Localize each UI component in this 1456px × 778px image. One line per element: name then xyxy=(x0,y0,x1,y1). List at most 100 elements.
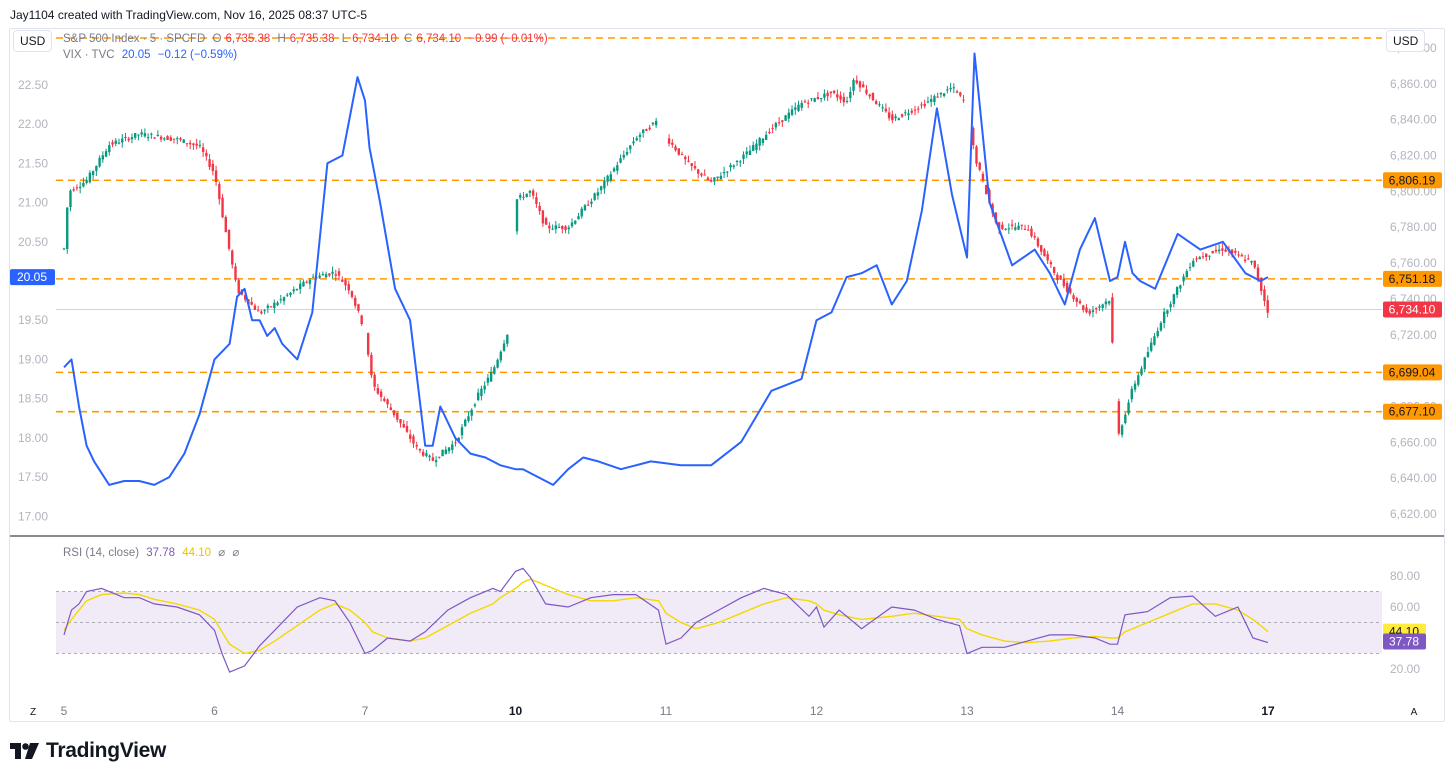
vix-y-tick: 18.50 xyxy=(18,392,48,406)
spx-candle xyxy=(551,228,554,230)
spx-candle xyxy=(188,142,192,145)
spx-candle xyxy=(95,165,98,171)
spx-candle xyxy=(774,122,778,128)
level-label-bg-6806 xyxy=(1383,172,1442,189)
spx-candle xyxy=(1224,249,1227,252)
spx-candle xyxy=(218,184,221,200)
spx-candle xyxy=(269,306,273,308)
spx-candle xyxy=(392,410,396,416)
spx-candle xyxy=(286,294,289,296)
spx-candle xyxy=(1230,249,1234,254)
rsi-legend[interactable]: RSI (14, close) 37.78 44.10 ⌀ ⌀ xyxy=(63,545,243,559)
spx-candle xyxy=(1201,256,1205,258)
spx-candle xyxy=(72,189,75,191)
spx-candle xyxy=(684,156,687,160)
spx-candle xyxy=(473,404,477,407)
spx-candle xyxy=(858,81,862,88)
spx-candle xyxy=(784,115,787,121)
spx-candle xyxy=(577,216,580,220)
vix-legend-name: VIX · TVC xyxy=(63,49,115,61)
spx-y-tick: 6,640.00 xyxy=(1390,471,1437,485)
vix-y-tick: 17.50 xyxy=(18,470,48,484)
spx-candle xyxy=(803,101,807,103)
spx-candle xyxy=(593,193,596,200)
spx-candle xyxy=(415,444,418,447)
spx-candle xyxy=(891,114,894,121)
spx-candle xyxy=(1101,304,1104,308)
rsi-y-tick: 60.00 xyxy=(1390,600,1420,614)
spx-candle xyxy=(745,151,748,155)
spx-candle xyxy=(140,132,143,135)
spx-candle xyxy=(1240,254,1244,257)
level-label-bg-6751 xyxy=(1383,270,1442,287)
currency-right-button[interactable]: USD xyxy=(1386,30,1426,52)
spx-candle xyxy=(428,455,431,458)
vix-line xyxy=(63,52,1269,486)
spx-candle xyxy=(852,80,855,91)
spx-candle xyxy=(476,392,480,401)
spx-candle xyxy=(253,305,257,310)
level-label-6806: 6,806.19 xyxy=(1389,173,1436,187)
spx-candle xyxy=(231,250,234,265)
spx-candle xyxy=(1137,375,1140,385)
spx-candle xyxy=(674,146,677,151)
spx-candle xyxy=(211,163,215,172)
rsi-ma-value: 44.10 xyxy=(182,547,212,559)
spx-low-label: L xyxy=(341,33,349,45)
spx-candle xyxy=(172,138,176,140)
spx-candle xyxy=(638,134,642,137)
spx-candle xyxy=(337,271,341,276)
spx-candle xyxy=(1179,285,1182,289)
last-price-label: 6,734.10 xyxy=(1389,303,1436,317)
spx-candle xyxy=(311,276,315,278)
spx-candle xyxy=(418,448,422,451)
spx-candle xyxy=(366,333,370,355)
spx-candle xyxy=(690,163,693,167)
spx-candle xyxy=(1043,249,1046,257)
spx-candle xyxy=(1150,342,1153,351)
level-label-6677: 6,677.10 xyxy=(1389,405,1436,419)
spx-candle xyxy=(1130,388,1133,400)
spx-candle xyxy=(1159,322,1163,331)
spx-candle xyxy=(1263,289,1266,301)
vix-y-tick: 22.50 xyxy=(18,78,48,92)
spx-candle xyxy=(88,172,92,183)
spx-candle xyxy=(159,136,163,140)
spx-candle xyxy=(865,89,868,94)
spx-candle xyxy=(1098,306,1101,308)
spx-candle xyxy=(425,453,428,457)
spx-candle xyxy=(493,367,496,374)
spx-candle xyxy=(256,310,260,312)
vix-y-tick: 18.00 xyxy=(18,431,48,445)
vix-legend[interactable]: VIX · TVC 20.05 −0.12 (−0.59%) xyxy=(63,49,241,61)
spx-candle xyxy=(625,151,629,155)
spx-candle xyxy=(153,137,156,139)
spx-candle xyxy=(354,297,357,306)
spx-candle xyxy=(1127,402,1130,414)
spx-candle xyxy=(409,434,412,439)
spx-candle xyxy=(444,449,448,454)
spx-candle xyxy=(984,184,988,195)
spx-candle xyxy=(735,160,739,162)
spx-candle xyxy=(632,141,635,144)
spx-candle xyxy=(344,280,347,286)
spx-candle xyxy=(700,173,703,176)
spx-candle xyxy=(677,148,680,155)
spx-candle xyxy=(716,176,719,178)
spx-candle xyxy=(622,154,625,158)
spx-legend[interactable]: S&P 500 Index · 5 · SPCFD O 6,735.38 H 6,7… xyxy=(63,33,552,45)
currency-left-button[interactable]: USD xyxy=(13,30,53,52)
spx-candle xyxy=(561,225,564,230)
spx-candle xyxy=(282,297,286,302)
spx-candle xyxy=(583,205,587,211)
spx-candle xyxy=(386,399,389,405)
spx-y-tick: 6,720.00 xyxy=(1390,328,1437,342)
level-label-bg-6699 xyxy=(1383,364,1442,381)
spx-candle xyxy=(502,343,506,351)
spx-candle xyxy=(192,143,195,146)
spx-candle xyxy=(667,138,671,144)
vix-y-tick: 19.00 xyxy=(18,352,48,366)
rsi-y-tick: 80.00 xyxy=(1390,569,1420,583)
spx-candle xyxy=(917,108,920,110)
